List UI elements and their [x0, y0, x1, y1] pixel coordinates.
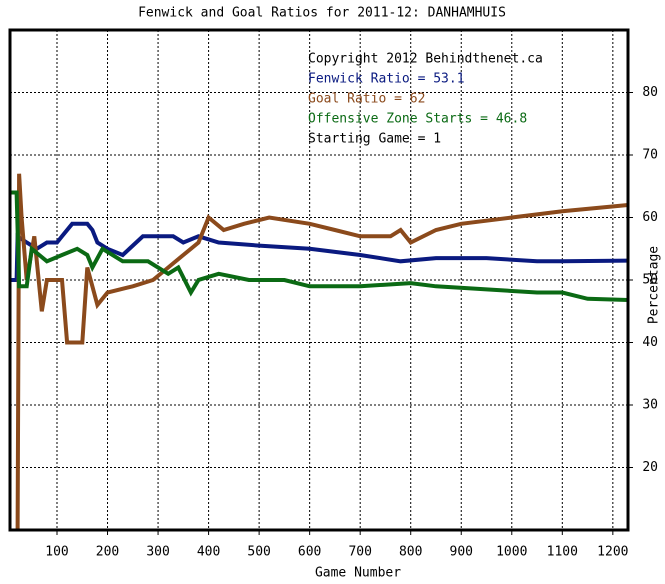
plot-border — [8, 28, 630, 532]
chart-title: Fenwick and Goal Ratios for 2011-12: DAN… — [138, 6, 506, 21]
annotation: Copyright 2012 Behindthenet.ca — [308, 52, 543, 67]
x-tick-label: 100 — [45, 545, 68, 560]
x-tick-label: 1000 — [496, 545, 527, 560]
y-tick-label: 60 — [642, 210, 658, 225]
legend-entry: Fenwick Ratio = 53.1 — [308, 72, 465, 87]
y-tick-label: 30 — [642, 398, 658, 413]
y-tick-label: 20 — [642, 460, 658, 475]
x-tick-label: 600 — [298, 545, 321, 560]
series-line — [10, 190, 629, 302]
x-tick-label: 200 — [96, 545, 119, 560]
legend-entry: Goal Ratio = 62 — [308, 92, 425, 107]
legend-entry: Offensive Zone Starts = 46.8 — [308, 112, 527, 127]
x-tick-label: 500 — [247, 545, 270, 560]
annotation: Starting Game = 1 — [308, 132, 441, 147]
x-tick-label: 700 — [348, 545, 371, 560]
series-line — [15, 173, 629, 531]
x-tick-label: 1100 — [547, 545, 578, 560]
y-axis-label: Percentage — [647, 246, 662, 324]
y-tick-label: 70 — [642, 148, 658, 163]
series-line — [10, 221, 629, 282]
y-tick-label: 40 — [642, 335, 658, 350]
x-tick-label: 300 — [146, 545, 169, 560]
y-tick-label: 50 — [642, 273, 658, 288]
x-tick-label: 900 — [450, 545, 473, 560]
y-tick-label: 80 — [642, 85, 658, 100]
x-tick-label: 800 — [399, 545, 422, 560]
x-tick-label: 400 — [197, 545, 220, 560]
x-axis-label: Game Number — [315, 566, 401, 581]
x-tick-label: 1200 — [597, 545, 628, 560]
